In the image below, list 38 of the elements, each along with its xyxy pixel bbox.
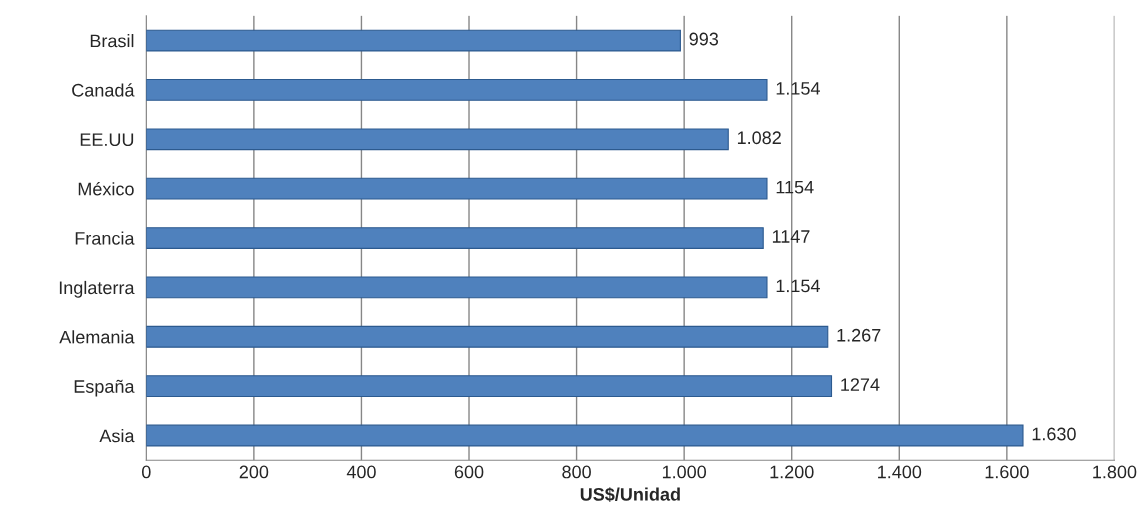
- y-tick-label: Inglaterra: [59, 280, 135, 298]
- x-tick-label: 1.400: [878, 465, 922, 479]
- x-axis-title: US$/Unidad: [580, 487, 680, 502]
- bar: [146, 325, 829, 348]
- bar: [146, 177, 768, 200]
- data-label: 1274: [841, 378, 880, 391]
- bar: [146, 29, 681, 52]
- y-tick-label: Asia: [99, 429, 135, 443]
- bar: [146, 424, 1024, 447]
- x-tick-label: 600: [454, 465, 484, 479]
- x-tick-label: 1.600: [985, 465, 1029, 479]
- y-tick-label: Brasil: [90, 34, 134, 48]
- x-tick-label: 0: [141, 465, 151, 479]
- y-tick-label: México: [78, 181, 134, 196]
- bar: [146, 276, 768, 299]
- data-label: 1154: [776, 180, 814, 194]
- x-tick-label: 1.200: [770, 465, 814, 479]
- x-tick-label: 800: [562, 465, 591, 479]
- data-label: 1.630: [1032, 427, 1076, 441]
- x-tick-label: 200: [239, 465, 269, 479]
- data-label: 1.154: [776, 82, 820, 95]
- bar: [146, 375, 833, 398]
- bar: [146, 227, 764, 249]
- bar: [146, 79, 768, 101]
- y-tick-label: EE.UU: [80, 133, 134, 147]
- bar: [146, 128, 729, 151]
- data-label: 1147: [772, 230, 810, 243]
- data-label: 993: [689, 32, 719, 46]
- x-tick-label: 400: [346, 465, 376, 479]
- y-tick-label: España: [74, 379, 135, 397]
- data-label: 1.082: [737, 131, 781, 145]
- data-label: 1.267: [837, 328, 881, 342]
- y-tick-label: Francia: [75, 231, 135, 245]
- y-tick-label: Canadá: [72, 83, 135, 97]
- x-tick-label: 1.000: [662, 465, 707, 479]
- x-tick-label: 1.800: [1093, 465, 1137, 479]
- data-label: 1.154: [776, 279, 820, 293]
- y-tick-label: Alemania: [59, 330, 135, 344]
